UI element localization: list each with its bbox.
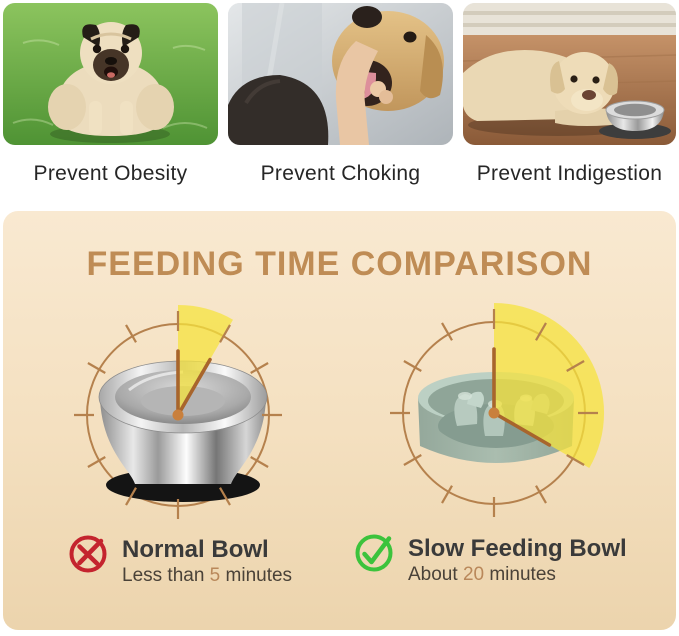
benefits-row: Prevent Obesity [3, 3, 676, 186]
dog-with-bowl-illustration [463, 3, 676, 145]
time-wedge [494, 303, 605, 468]
feeding-time-panel: FEEDING TIME COMPARISON [3, 211, 676, 630]
time-wedge [178, 304, 233, 415]
benefit-caption-indigestion: Prevent Indigestion [476, 162, 663, 185]
benefit-caption-obesity: Prevent Obesity [33, 162, 188, 185]
obese-pug-illustration [3, 3, 218, 145]
legend-normal-bowl: Normal Bowl Less than 5 minutes [66, 532, 292, 586]
clock-slow-feeding-bowl [379, 298, 609, 528]
sub-prefix: Less than [122, 565, 210, 587]
panel-title: FEEDING TIME COMPARISON [86, 245, 593, 283]
cross-icon [69, 535, 107, 573]
legend-slow-text: Slow Feeding Bowl About 20 minutes [408, 536, 627, 585]
clock-hands [492, 347, 552, 447]
clock-center-dot [488, 407, 500, 419]
clock-ticks [74, 311, 282, 519]
benefit-obesity: Prevent Obesity [3, 3, 218, 186]
sub-prefix: About [408, 564, 463, 586]
clock-hands [176, 349, 212, 417]
legend-normal-label: Normal Bowl [122, 536, 269, 563]
benefit-caption-choking: Prevent Choking [260, 162, 421, 185]
legend-normal-text: Normal Bowl Less than 5 minutes [122, 537, 292, 586]
legend-slow-sub: About 20 minutes [408, 565, 627, 585]
checking-dog-mouth-illustration [228, 3, 453, 145]
sub-suffix: minutes [220, 565, 293, 587]
benefit-indigestion: Prevent Indigestion [463, 3, 676, 186]
sub-suffix: minutes [484, 564, 556, 586]
obese-pug-photo [3, 3, 218, 145]
clock-center-dot [172, 409, 184, 421]
metal-bowl-in-photo [599, 100, 671, 139]
check-icon [355, 534, 393, 572]
dog-with-bowl-photo [463, 3, 676, 145]
legend-normal-sub: Less than 5 minutes [122, 566, 292, 586]
legend-slow-feeding-bowl: Slow Feeding Bowl About 20 minutes [352, 531, 627, 585]
minutes-value: 20 [462, 564, 485, 586]
clock-normal-bowl [63, 300, 293, 530]
legend-slow-label: Slow Feeding Bowl [408, 535, 627, 562]
minutes-value: 5 [209, 565, 221, 587]
clock-ticks [390, 309, 598, 517]
benefit-choking: Prevent Choking [228, 3, 453, 186]
checking-dog-mouth-photo [228, 3, 453, 145]
stainless-bowl-illustration [98, 360, 268, 502]
